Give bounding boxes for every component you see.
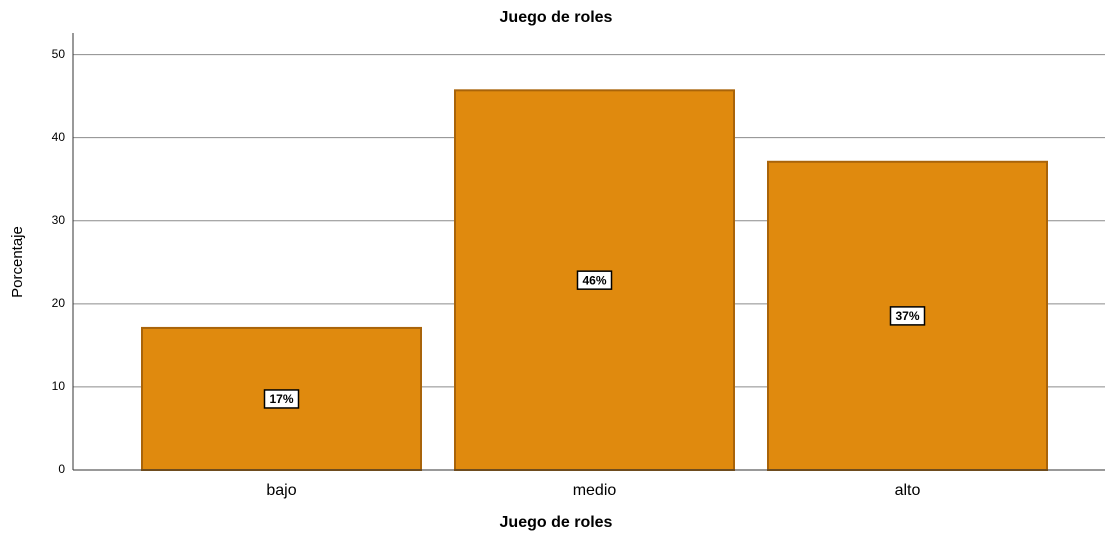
y-tick-label: 30: [52, 213, 66, 227]
value-label: 17%: [269, 392, 293, 406]
x-tick-label: bajo: [266, 482, 296, 499]
x-axis-title: Juego de roles: [500, 514, 613, 531]
y-tick-label: 40: [52, 130, 66, 144]
x-tick-label: medio: [573, 482, 617, 499]
value-label-box: [889, 306, 926, 326]
y-tick-label: 20: [52, 296, 66, 310]
y-tick-label: 0: [58, 462, 65, 476]
y-axis-title: Porcentaje: [9, 226, 26, 298]
value-label: 46%: [582, 273, 606, 287]
chart-title: Juego de roles: [500, 9, 613, 26]
value-label-box: [263, 389, 300, 409]
value-label: 37%: [895, 309, 919, 323]
value-label-box: [576, 270, 613, 290]
x-tick-label: alto: [895, 482, 921, 499]
y-tick-label: 10: [52, 379, 66, 393]
y-tick-label: 50: [52, 47, 66, 61]
